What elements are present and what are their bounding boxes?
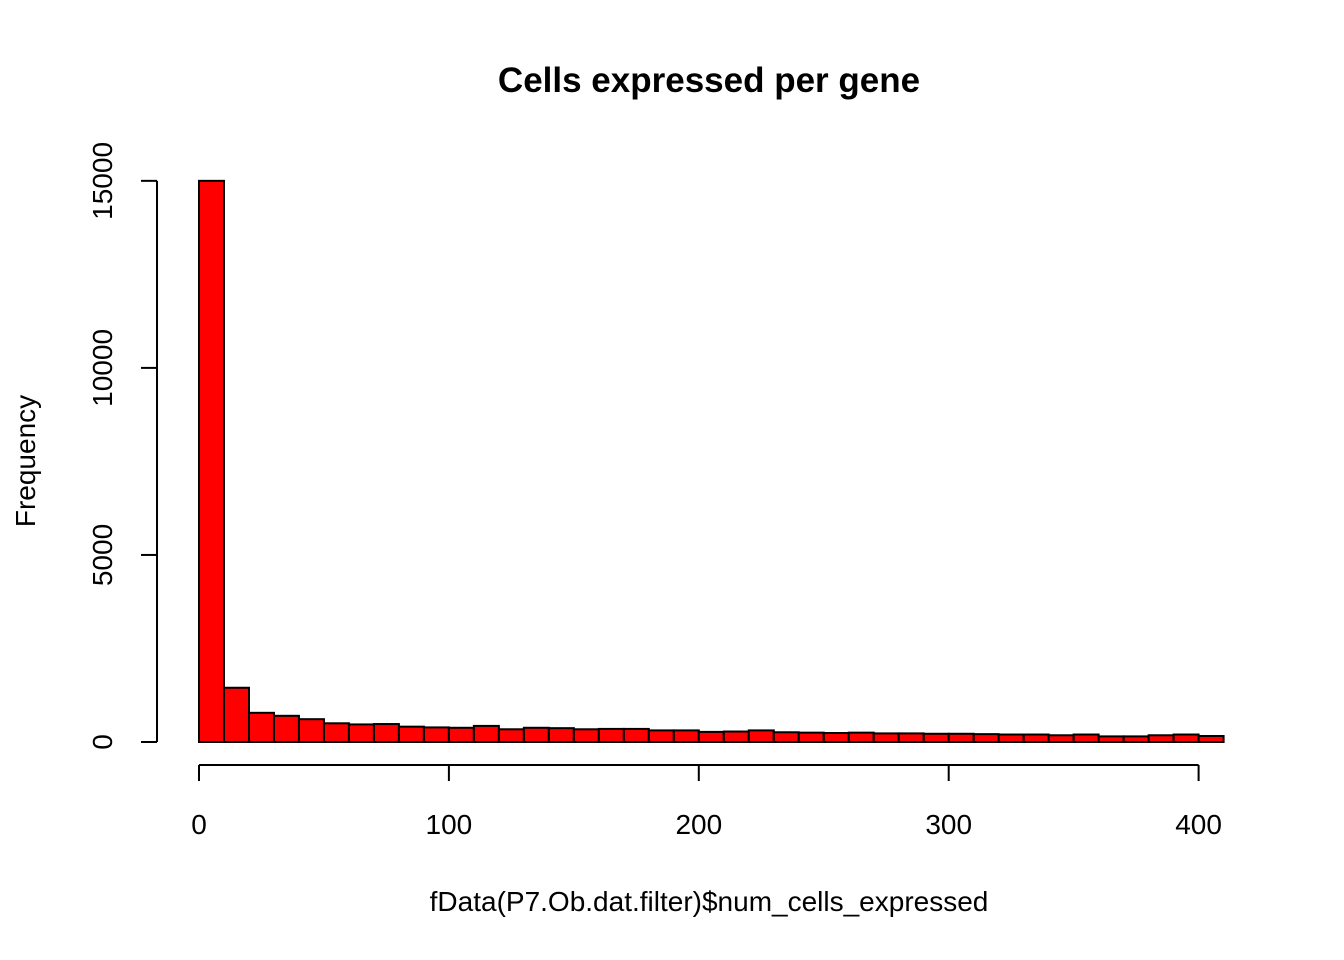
histogram-bar (547, 727, 575, 743)
histogram-bar (572, 728, 600, 744)
y-axis: 0 5000 10000 15000 (87, 142, 158, 750)
x-tick-label: 300 (925, 809, 972, 840)
y-tick-label: 10000 (87, 329, 118, 407)
histogram-bar (797, 731, 825, 744)
x-tick-label: 0 (191, 809, 207, 840)
histogram-bar (1047, 734, 1075, 744)
histogram-bar (1197, 735, 1225, 744)
x-tick-label: 200 (675, 809, 722, 840)
y-tick-label: 5000 (87, 524, 118, 586)
histogram-bar (497, 728, 525, 744)
histogram-bar (1172, 733, 1200, 744)
histogram-bar (1072, 733, 1100, 744)
y-tick-label: 0 (87, 734, 118, 750)
histogram-bar (697, 730, 725, 744)
x-axis-label: fData(P7.Ob.dat.filter)$num_cells_expres… (430, 886, 989, 917)
histogram-bar (198, 179, 225, 744)
histogram-bar (847, 731, 875, 744)
histogram-bar (997, 733, 1025, 744)
histogram-bar (372, 723, 400, 743)
histogram-bar (972, 733, 1000, 744)
x-tick-label: 400 (1175, 809, 1222, 840)
x-tick-label: 100 (426, 809, 473, 840)
histogram-bar (747, 729, 775, 744)
histogram-bar (722, 730, 750, 744)
histogram-bar (647, 729, 675, 744)
x-axis: 0 100 200 300 400 (191, 764, 1222, 840)
histogram-bar (422, 726, 450, 743)
bars-group (198, 179, 1225, 744)
histogram-bar (222, 686, 250, 744)
histogram-bar (672, 729, 700, 744)
histogram-bar (772, 731, 800, 744)
histogram-bar (347, 723, 375, 743)
histogram-bar (522, 726, 550, 744)
histogram-bar (322, 722, 350, 743)
histogram-bar (472, 724, 500, 743)
histogram-bar (247, 711, 275, 744)
y-axis-label: Frequency (10, 395, 41, 527)
histogram-bar (947, 732, 975, 744)
histogram-bar (897, 732, 925, 744)
histogram-bar (1097, 735, 1125, 744)
histogram-bar (922, 732, 950, 744)
histogram-bar (597, 727, 625, 743)
histogram-bar (1022, 733, 1050, 744)
histogram-bar (822, 732, 850, 744)
histogram-bar (297, 718, 325, 743)
chart-title: Cells expressed per gene (498, 61, 920, 100)
histogram-bar (622, 727, 650, 743)
histogram-bar (272, 714, 300, 743)
histogram-bar (397, 725, 425, 743)
y-tick-label: 15000 (87, 142, 118, 220)
histogram-bar (872, 732, 900, 744)
histogram-bar (1147, 734, 1175, 744)
histogram-bar (1122, 735, 1150, 744)
histogram-bar (447, 726, 475, 744)
